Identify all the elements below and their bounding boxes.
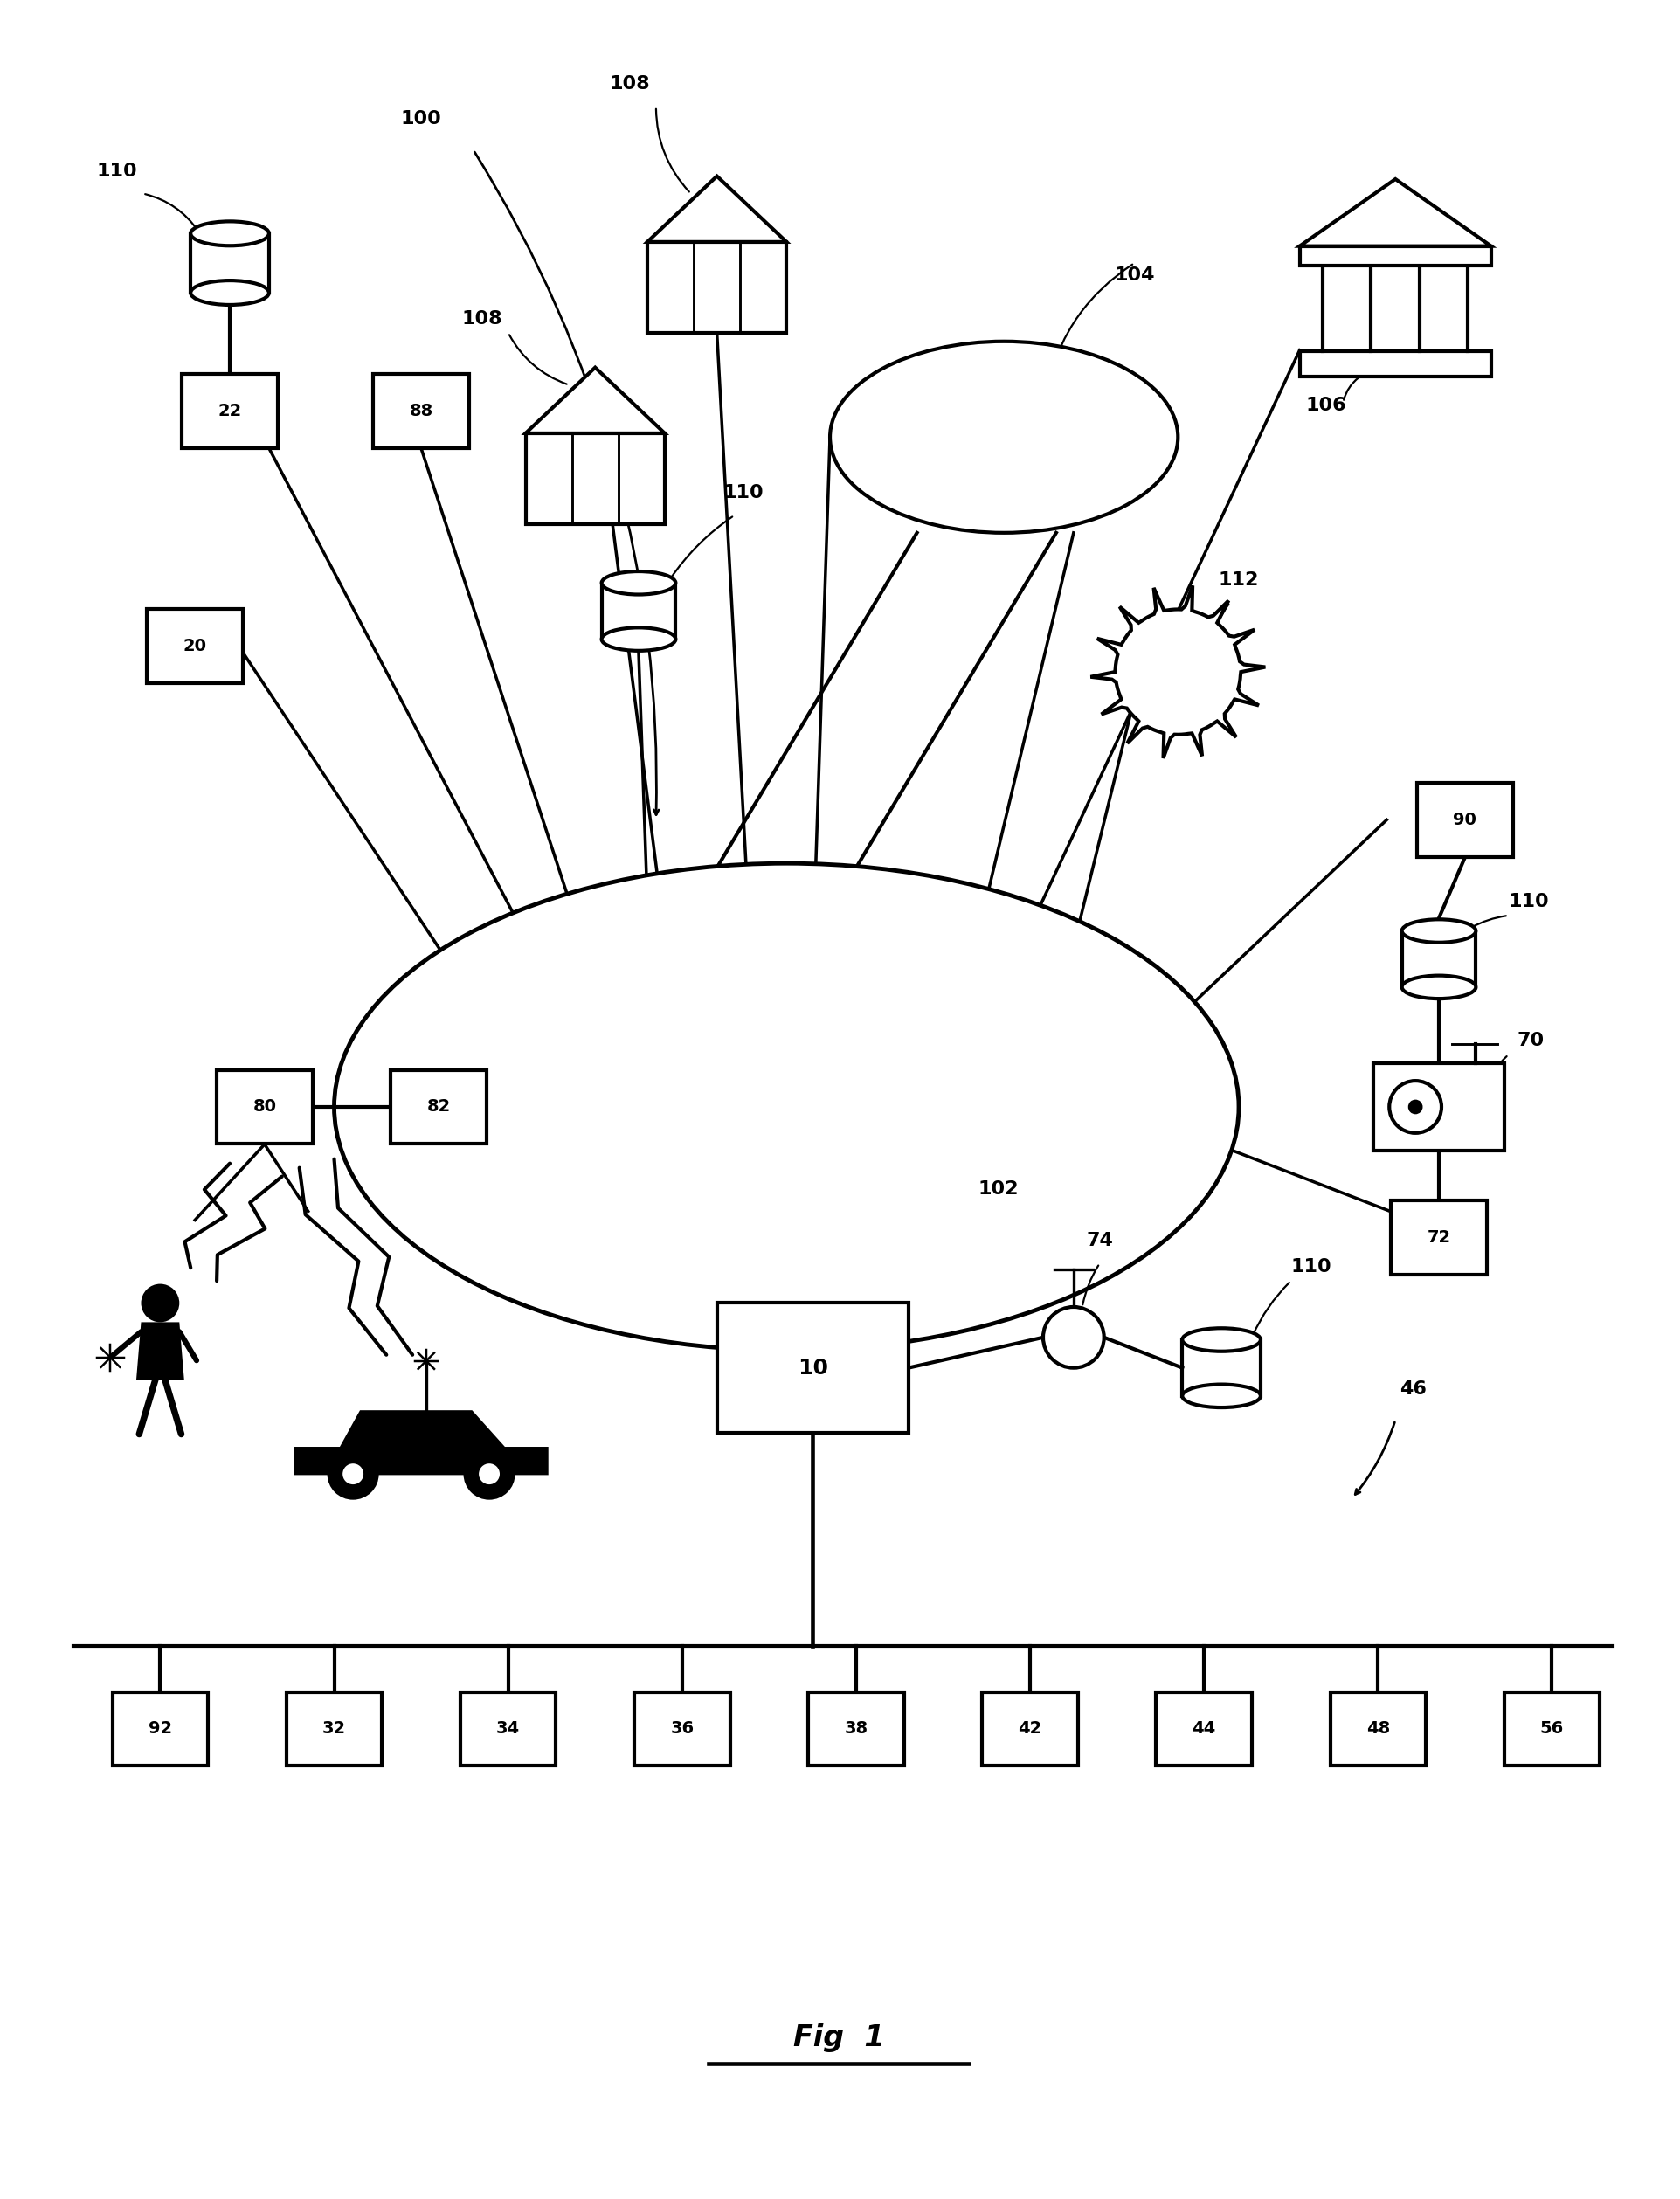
Text: 108: 108 <box>462 310 502 328</box>
Text: 104: 104 <box>1114 266 1154 284</box>
Ellipse shape <box>1183 1328 1260 1352</box>
Polygon shape <box>136 1322 185 1379</box>
Bar <box>1331 1691 1426 1766</box>
Bar <box>1418 783 1512 858</box>
Text: 110: 110 <box>96 163 138 180</box>
Circle shape <box>465 1449 514 1498</box>
Ellipse shape <box>334 864 1238 1350</box>
Bar <box>717 1302 909 1434</box>
Circle shape <box>1408 1100 1423 1115</box>
Text: 34: 34 <box>496 1720 521 1737</box>
Bar <box>181 374 277 449</box>
Bar <box>1300 352 1492 376</box>
Circle shape <box>343 1465 363 1484</box>
Text: 22: 22 <box>218 402 242 420</box>
Polygon shape <box>526 367 665 433</box>
Bar <box>601 583 675 640</box>
Text: 110: 110 <box>1509 893 1549 910</box>
Bar <box>1504 1691 1599 1766</box>
Circle shape <box>1043 1306 1104 1368</box>
Bar <box>526 433 665 523</box>
Bar <box>460 1691 556 1766</box>
Text: 42: 42 <box>1018 1720 1042 1737</box>
Ellipse shape <box>190 222 269 246</box>
Bar <box>190 233 269 292</box>
Ellipse shape <box>601 572 675 594</box>
Bar <box>1374 1064 1504 1150</box>
Polygon shape <box>296 1412 548 1473</box>
Ellipse shape <box>830 341 1178 532</box>
Text: 110: 110 <box>1290 1258 1332 1275</box>
Text: 46: 46 <box>1399 1381 1426 1396</box>
Text: 20: 20 <box>183 638 207 653</box>
Circle shape <box>1389 1080 1441 1132</box>
Text: 36: 36 <box>670 1720 694 1737</box>
Bar <box>647 242 786 332</box>
Text: 100: 100 <box>402 110 442 128</box>
Polygon shape <box>647 176 786 242</box>
Bar <box>1401 930 1475 987</box>
Text: 70: 70 <box>1517 1031 1544 1049</box>
Text: 48: 48 <box>1366 1720 1389 1737</box>
Bar <box>1183 1339 1260 1396</box>
Text: 112: 112 <box>1218 572 1258 589</box>
Circle shape <box>479 1465 499 1484</box>
Text: 106: 106 <box>1305 398 1346 413</box>
Circle shape <box>141 1284 180 1322</box>
Ellipse shape <box>190 281 269 306</box>
Bar <box>635 1691 731 1766</box>
Bar <box>983 1691 1079 1766</box>
Polygon shape <box>1300 178 1492 246</box>
Text: 90: 90 <box>1453 811 1477 829</box>
Bar <box>113 1691 208 1766</box>
Circle shape <box>329 1449 378 1498</box>
Text: 56: 56 <box>1541 1720 1564 1737</box>
Text: 10: 10 <box>798 1357 828 1379</box>
Bar <box>286 1691 381 1766</box>
Ellipse shape <box>601 627 675 651</box>
Text: 32: 32 <box>323 1720 346 1737</box>
Text: 102: 102 <box>978 1181 1018 1198</box>
Bar <box>391 1071 487 1143</box>
Bar <box>217 1071 312 1143</box>
Bar <box>808 1691 904 1766</box>
Ellipse shape <box>1401 919 1475 943</box>
Bar <box>1156 1691 1252 1766</box>
Polygon shape <box>1090 585 1265 759</box>
Ellipse shape <box>1401 976 1475 998</box>
Text: 110: 110 <box>722 484 763 501</box>
Text: 38: 38 <box>845 1720 869 1737</box>
Text: 82: 82 <box>427 1100 450 1115</box>
Bar <box>1300 246 1492 266</box>
Text: 72: 72 <box>1426 1229 1452 1245</box>
Bar <box>148 609 244 684</box>
Text: 88: 88 <box>410 402 433 420</box>
Text: Fig  1: Fig 1 <box>793 2023 884 2052</box>
Text: 108: 108 <box>610 75 650 92</box>
Text: 74: 74 <box>1087 1231 1114 1249</box>
Bar <box>373 374 469 449</box>
Bar <box>1391 1201 1487 1275</box>
Text: 80: 80 <box>252 1100 277 1115</box>
Text: 92: 92 <box>148 1720 171 1737</box>
Ellipse shape <box>1183 1385 1260 1407</box>
Text: 44: 44 <box>1193 1720 1216 1737</box>
